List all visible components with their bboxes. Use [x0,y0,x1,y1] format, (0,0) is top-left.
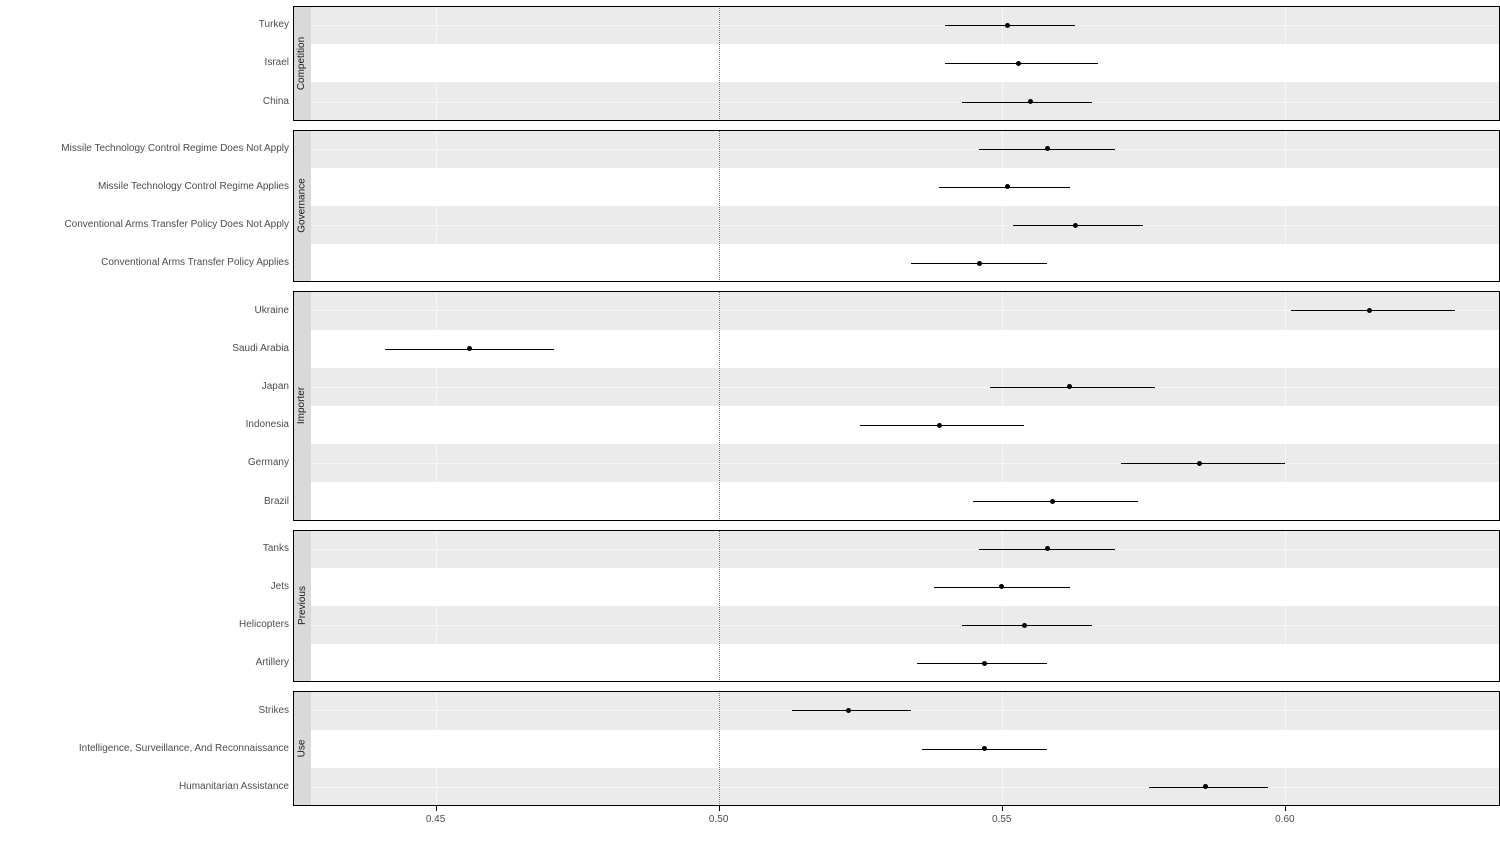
ci-line [962,625,1092,626]
x-tick-label: 0.60 [1275,814,1294,825]
x-tick-label: 0.50 [709,814,728,825]
hgrid [311,225,1500,226]
vgrid [436,691,437,806]
facet-panel [311,6,1500,121]
vgrid [1285,291,1286,520]
facet-panel [311,691,1500,806]
x-tick [1002,806,1003,811]
hgrid [311,625,1500,626]
hgrid [311,663,1500,664]
row-label: Missile Technology Control Regime Applie… [98,181,289,192]
row-label: Germany [248,457,289,468]
x-tick [1285,806,1286,811]
x-tick-label: 0.55 [992,814,1011,825]
ci-line [792,710,911,711]
row-label: China [263,96,289,107]
hgrid [311,149,1500,150]
ci-line [1149,787,1268,788]
hgrid [311,463,1500,464]
facet-strip: Previous [293,530,311,683]
point-estimate [1028,99,1033,104]
facet-strip: Governance [293,130,311,283]
vgrid [436,530,437,683]
point-estimate [977,261,982,266]
hgrid [311,587,1500,588]
vgrid [436,130,437,283]
x-tick [436,806,437,811]
x-tick [719,806,720,811]
ci-line [945,25,1075,26]
point-estimate [1005,23,1010,28]
ci-line [945,63,1098,64]
row-label: Artillery [256,657,289,668]
ci-line [860,425,1024,426]
ci-line [990,387,1154,388]
reference-line [719,691,720,806]
facet-panel [311,291,1500,520]
row-label: Indonesia [246,419,289,430]
row-label: Jets [271,581,289,592]
ci-line [1291,310,1455,311]
facet-strip: Competition [293,6,311,121]
hgrid [311,387,1500,388]
vgrid [1285,530,1286,683]
row-label: Ukraine [255,305,289,316]
vgrid [1285,130,1286,283]
row-label: Turkey [259,19,289,30]
hgrid [311,102,1500,103]
vgrid [436,6,437,121]
row-label: Strikes [258,705,289,716]
facet-panel [311,530,1500,683]
reference-line [719,530,720,683]
row-label: Japan [262,381,289,392]
hgrid [311,501,1500,502]
vgrid [1002,130,1003,283]
row-label: Humanitarian Assistance [179,781,289,792]
point-estimate [937,423,942,428]
row-label: Missile Technology Control Regime Does N… [61,143,289,154]
facet-panel [311,130,1500,283]
ci-line [1013,225,1143,226]
vgrid [1002,530,1003,683]
hgrid [311,187,1500,188]
row-label: Israel [265,57,289,68]
vgrid [1285,6,1286,121]
facet-strip-label: Previous [297,587,308,626]
hgrid [311,787,1500,788]
reference-line [719,130,720,283]
x-tick-label: 0.45 [426,814,445,825]
row-label: Conventional Arms Transfer Policy Applie… [101,257,289,268]
row-label: Helicopters [239,619,289,630]
row-label: Conventional Arms Transfer Policy Does N… [64,219,289,230]
reference-line [719,291,720,520]
facet-strip-label: Importer [297,387,308,424]
hgrid [311,263,1500,264]
reference-line [719,6,720,121]
hgrid [311,63,1500,64]
facet-strip: Use [293,691,311,806]
point-estimate [1073,223,1078,228]
hgrid [311,25,1500,26]
hgrid [311,749,1500,750]
facet-strip: Importer [293,291,311,520]
vgrid [436,291,437,520]
row-label: Saudi Arabia [232,343,289,354]
vgrid [1285,691,1286,806]
facet-strip-label: Governance [297,179,308,233]
facet-strip-label: Use [296,740,307,758]
row-label: Tanks [263,543,289,554]
row-label: Intelligence, Surveillance, And Reconnai… [79,743,289,754]
point-estimate [1045,546,1050,551]
ci-line [973,501,1137,502]
point-estimate [1022,623,1027,628]
hgrid [311,549,1500,550]
point-estimate [1045,146,1050,151]
ci-line [1121,463,1285,464]
vgrid [1002,291,1003,520]
faceted-pointrange-chart: Turkey Israel China Competition Missile Tech… [0,0,1500,843]
facet-strip-label: Competition [297,37,308,90]
row-label: Brazil [264,496,289,507]
